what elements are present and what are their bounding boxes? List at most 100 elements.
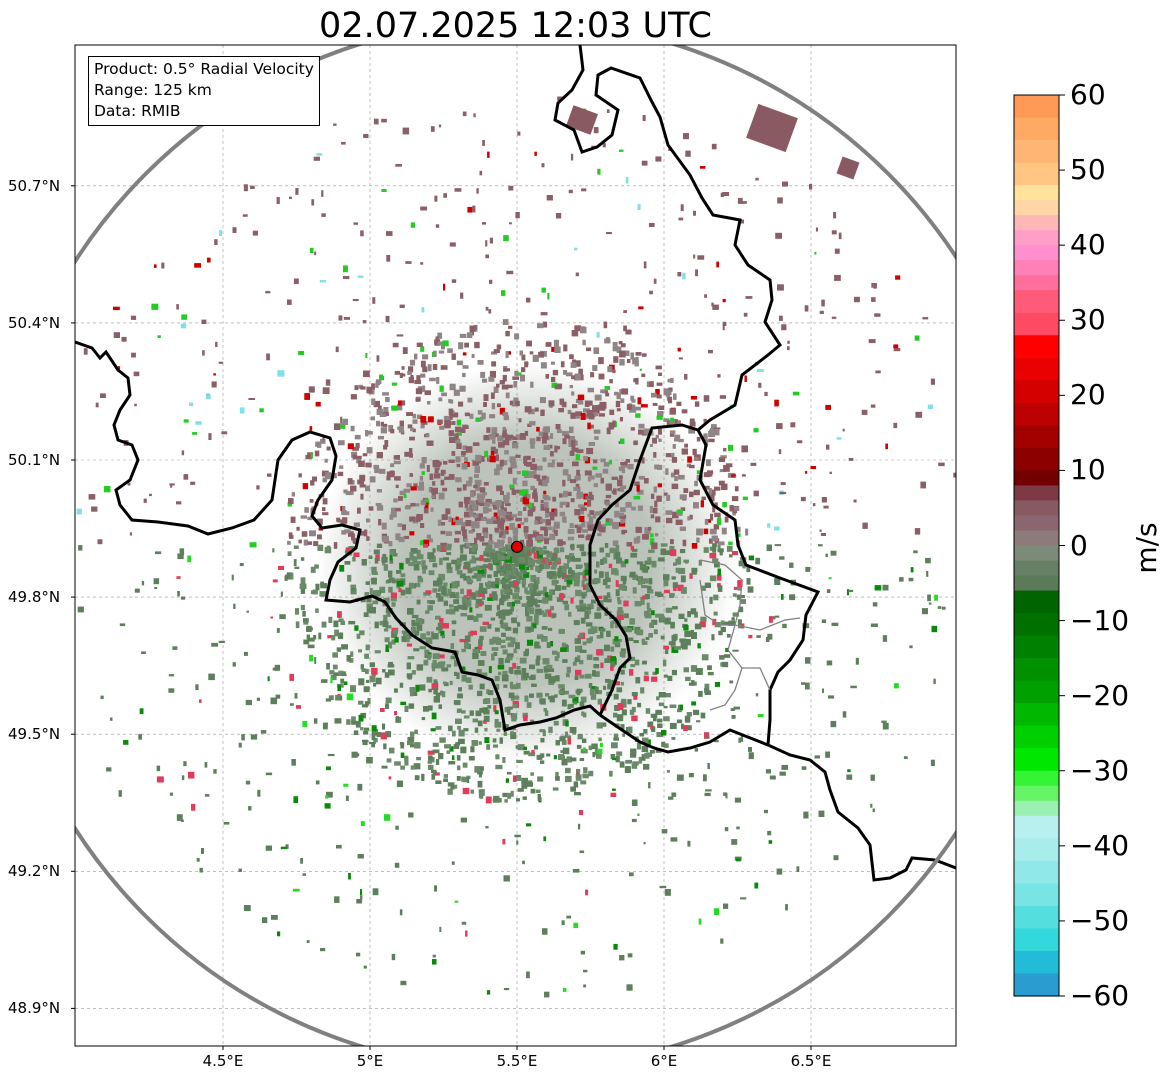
echo-pixel — [515, 400, 520, 407]
echo-pixel — [572, 661, 577, 666]
echo-pixel — [523, 715, 528, 722]
echo-pixel — [463, 575, 471, 581]
echo-pixel — [663, 705, 668, 709]
echo-pixel — [583, 408, 590, 413]
echo-pixel — [435, 224, 440, 228]
echo-pixel — [579, 758, 585, 761]
echo-pixel — [616, 714, 624, 722]
echo-pixel — [681, 587, 687, 594]
echo-pixel — [641, 641, 648, 645]
echo-pixel — [476, 188, 479, 194]
echo-pixel — [395, 484, 399, 488]
echo-pixel — [551, 579, 557, 586]
echo-pixel — [547, 293, 550, 300]
echo-pixel — [589, 510, 595, 515]
echo-pixel — [637, 580, 643, 585]
echo-pixel — [502, 433, 508, 438]
echo-pixel — [656, 382, 663, 386]
echo-pixel — [366, 607, 370, 613]
echo-pixel — [421, 565, 428, 570]
echo-pixel — [692, 681, 697, 686]
echo-pixel — [709, 528, 717, 535]
echo-pixel — [586, 347, 592, 352]
echo-pixel — [176, 814, 183, 821]
echo-pixel — [421, 560, 426, 567]
echo-pixel — [465, 677, 472, 683]
echo-pixel — [669, 593, 675, 597]
echo-pixel — [605, 483, 612, 491]
echo-pixel — [385, 649, 390, 652]
echo-pixel — [437, 596, 444, 602]
echo-pixel — [472, 653, 479, 659]
echo-pixel — [630, 395, 635, 401]
echo-pixel — [402, 347, 408, 354]
echo-pixel — [265, 772, 273, 776]
echo-pixel — [604, 543, 609, 548]
echo-pixel — [329, 670, 335, 675]
echo-pixel — [498, 530, 504, 538]
echo-pixel — [335, 694, 340, 701]
echo-pixel — [396, 570, 402, 574]
echo-pixel — [512, 376, 520, 380]
echo-pixel — [710, 427, 715, 433]
echo-pixel — [404, 759, 409, 766]
echo-pixel — [486, 990, 491, 995]
echo-pixel — [470, 491, 475, 498]
echo-pixel — [509, 222, 512, 225]
echo-pixel — [617, 596, 621, 602]
echo-pixel — [527, 471, 534, 478]
echo-pixel — [280, 591, 283, 597]
echo-pixel — [524, 406, 532, 413]
echo-pixel — [605, 585, 611, 589]
echo-pixel — [466, 480, 472, 487]
echo-pixel — [522, 860, 525, 865]
echo-pixel — [463, 715, 470, 719]
echo-pixel — [758, 382, 762, 388]
echo-pixel — [627, 726, 633, 734]
echo-pixel — [633, 495, 641, 500]
echo-pixel — [836, 437, 842, 440]
echo-pixel — [545, 594, 553, 601]
map-frame — [74, 44, 957, 1047]
echo-pixel — [535, 659, 540, 666]
echo-pixel — [544, 538, 549, 545]
echo-pixel — [831, 316, 837, 319]
echo-pixel — [385, 697, 392, 704]
echo-pixel — [534, 641, 539, 647]
echo-pixel — [717, 583, 721, 588]
echo-pixel — [371, 383, 375, 390]
echo-pixel — [681, 409, 688, 414]
echo-pixel — [306, 940, 310, 943]
echo-pixel — [587, 628, 595, 635]
echo-pixel — [439, 737, 446, 743]
echo-pixel — [560, 501, 568, 506]
echo-pixel — [514, 669, 521, 675]
colorbar-segment — [1014, 380, 1059, 404]
echo-pixel — [855, 657, 859, 665]
echo-pixel — [408, 376, 414, 384]
echo-pixel — [516, 759, 523, 763]
echo-pixel — [796, 440, 803, 444]
echo-pixel — [519, 350, 523, 356]
echo-pixel — [700, 500, 704, 508]
echo-pixel — [614, 622, 619, 628]
echo-pixel — [846, 589, 849, 596]
echo-pixel — [462, 776, 468, 783]
echo-pixel — [559, 493, 563, 498]
echo-pixel — [484, 502, 491, 507]
echo-pixel — [443, 283, 446, 291]
echo-pixel — [391, 579, 396, 584]
echo-pixel — [596, 561, 600, 568]
lat-tick-label: 50.1°N — [8, 451, 61, 469]
echo-pixel — [462, 529, 467, 536]
echo-pixel — [495, 454, 499, 461]
echo-pixel — [740, 735, 744, 742]
echo-pixel — [414, 379, 422, 385]
echo-pixel — [623, 310, 627, 313]
echo-pixel — [633, 537, 639, 544]
echo-pixel — [373, 590, 378, 596]
echo-pixel — [260, 730, 267, 734]
echo-pixel — [506, 570, 511, 575]
echo-pixel — [500, 491, 504, 495]
echo-pixel — [358, 460, 365, 467]
